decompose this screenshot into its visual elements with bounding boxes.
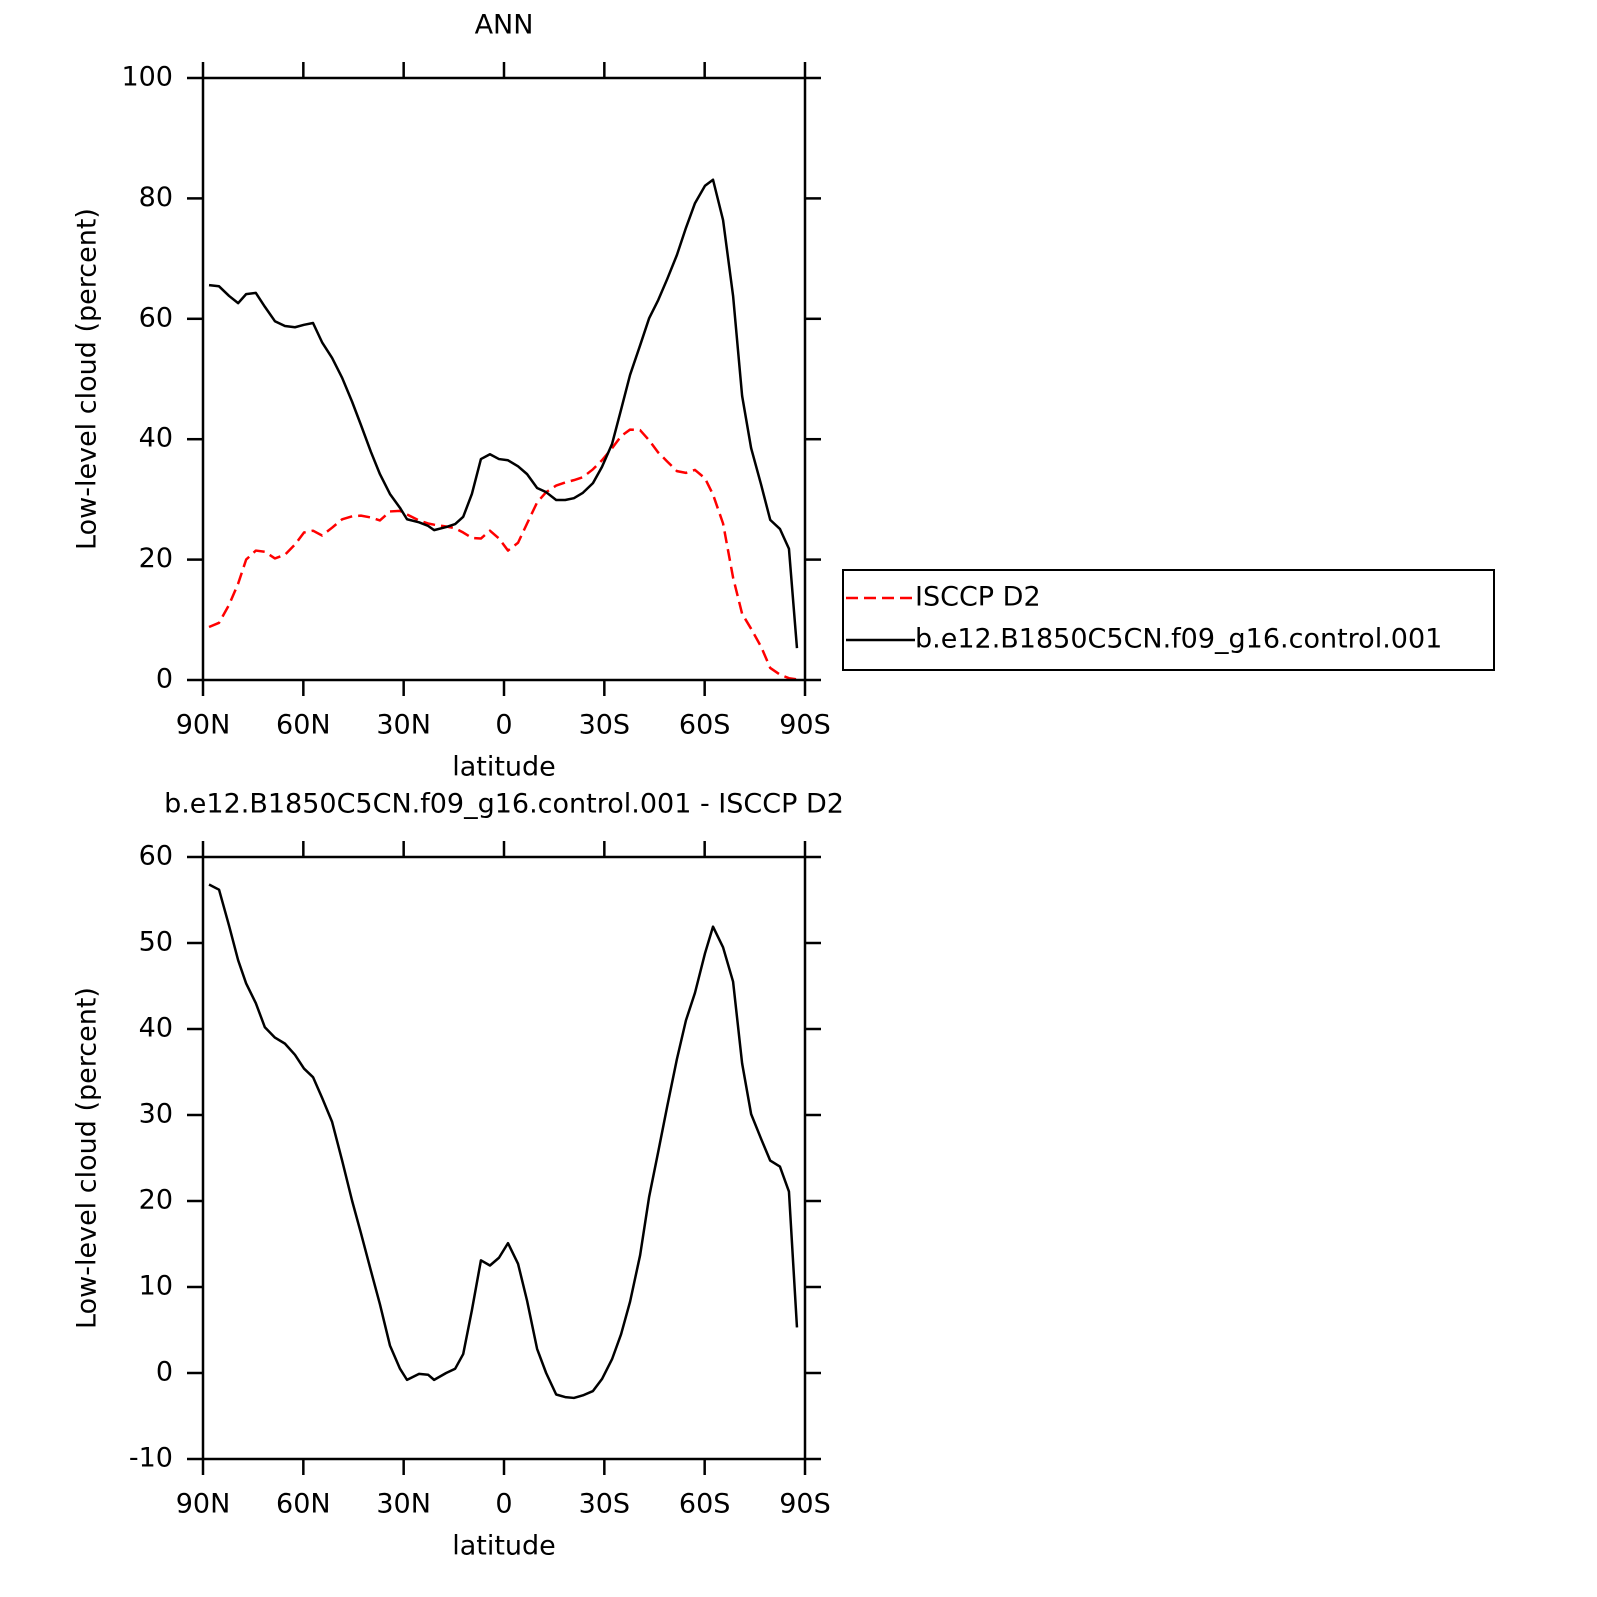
y-tick-label: 50	[139, 927, 173, 958]
y-tick-label: 40	[139, 1013, 173, 1044]
chart-title: ANN	[475, 10, 534, 41]
legend-box	[842, 569, 1495, 671]
y-tick-label: 80	[139, 182, 173, 213]
x-tick-label: 90S	[779, 1489, 831, 1520]
x-tick-label: 90N	[176, 1489, 231, 1520]
y-tick-label: 20	[139, 1185, 173, 1216]
y-tick-label: 20	[139, 543, 173, 574]
x-axis-label: latitude	[452, 752, 556, 783]
x-tick-label: 60N	[276, 710, 331, 741]
x-tick-label: 90S	[779, 710, 831, 741]
chart-title: b.e12.B1850C5CN.f09_g16.control.001 - IS…	[164, 789, 844, 820]
plot-frame	[201, 76, 807, 682]
plot-frame	[201, 855, 807, 1461]
legend-label: b.e12.B1850C5CN.f09_g16.control.001	[915, 624, 1442, 655]
y-axis-label: Low-level cloud (percent)	[72, 208, 103, 550]
legend-label: ISCCP D2	[915, 582, 1041, 613]
data-line	[208, 883, 799, 1400]
x-tick-label: 30S	[579, 710, 631, 741]
x-tick-label: 60N	[276, 1489, 331, 1520]
data-line	[208, 428, 798, 681]
y-tick-label: 60	[139, 841, 173, 872]
y-tick-label: 40	[139, 423, 173, 454]
y-tick-label: 0	[156, 1357, 173, 1388]
y-tick-label: 100	[121, 62, 173, 93]
x-tick-label: 90N	[176, 710, 231, 741]
y-tick-label: 60	[139, 302, 173, 333]
y-tick-label: -10	[129, 1443, 173, 1474]
y-tick-label: 10	[139, 1271, 173, 1302]
x-tick-label: 0	[495, 1489, 512, 1520]
x-tick-label: 0	[495, 710, 512, 741]
y-tick-label: 30	[139, 1099, 173, 1130]
y-axis-label: Low-level cloud (percent)	[72, 987, 103, 1329]
x-tick-label: 60S	[679, 1489, 731, 1520]
y-tick-label: 0	[156, 664, 173, 695]
x-tick-label: 30S	[579, 1489, 631, 1520]
x-tick-label: 60S	[679, 710, 731, 741]
x-tick-label: 30N	[376, 710, 431, 741]
data-line	[208, 178, 799, 649]
x-tick-label: 30N	[376, 1489, 431, 1520]
x-axis-label: latitude	[452, 1531, 556, 1562]
